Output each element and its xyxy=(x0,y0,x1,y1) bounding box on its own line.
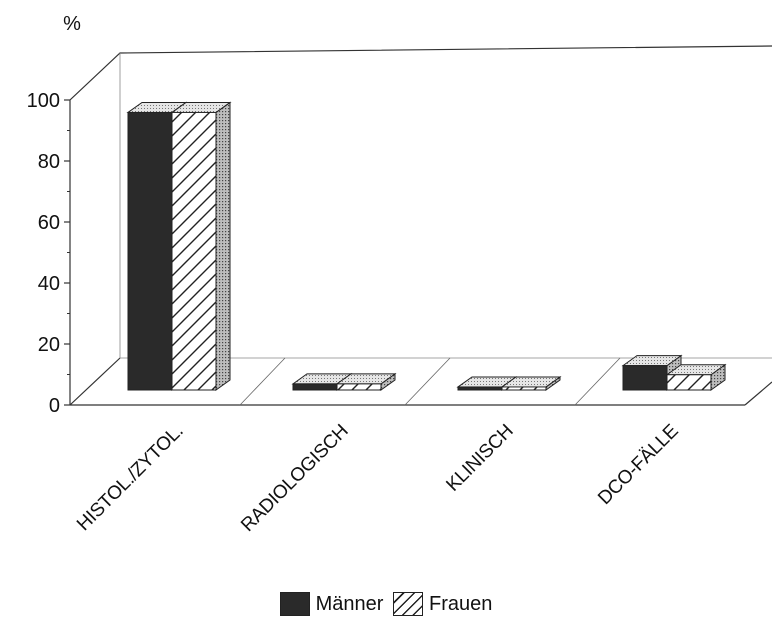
bars xyxy=(126,101,727,391)
floor-divider xyxy=(574,357,621,406)
bar-front xyxy=(171,111,217,391)
legend-item-men: Männer xyxy=(279,592,384,616)
floor-front-edge xyxy=(69,357,745,406)
y-tick-label: 80 xyxy=(38,151,60,173)
floor-divider xyxy=(239,357,286,406)
category-label: KLINISCH xyxy=(442,421,517,496)
bar-front xyxy=(292,383,338,391)
bar-frauen xyxy=(335,372,397,391)
y-tick-label: 0 xyxy=(49,395,60,417)
axes xyxy=(64,45,772,406)
floor-right-edge xyxy=(744,381,772,406)
bar-frauen xyxy=(665,363,727,391)
legend-item-women: Frauen xyxy=(393,592,492,616)
bar-front xyxy=(336,383,382,391)
category-label: HISTOL./ZYTOL. xyxy=(73,421,187,535)
y-tick-label: 40 xyxy=(38,273,60,295)
bar-front xyxy=(127,111,173,391)
bar-front xyxy=(501,386,547,391)
legend-label-men: Männer xyxy=(315,592,384,615)
category-label: DCO-FÄLLE xyxy=(594,421,682,509)
bar-front xyxy=(622,365,668,391)
bar-front xyxy=(666,374,712,391)
bar-chart: 0 20 40 60 80 100% HISTOL./ZYTOL. RADIOLOGISCH K… xyxy=(27,13,772,536)
y-tick-label: 60 xyxy=(38,212,60,234)
legend-swatch-women xyxy=(393,592,423,616)
labels: 0 20 40 60 80 100% HISTOL./ZYTOL. RADIOLOGISCH K… xyxy=(27,13,683,536)
bar-side xyxy=(215,101,231,391)
legend: Männer Frauen xyxy=(0,592,772,622)
bar-maenner xyxy=(621,354,683,391)
bar-frauen xyxy=(500,375,562,391)
bar-front xyxy=(457,386,503,391)
y-tick-label: 100 xyxy=(27,90,60,112)
y-unit-label: % xyxy=(63,13,81,35)
category-label: RADIOLOGISCH xyxy=(237,421,352,536)
bar-frauen xyxy=(170,101,232,391)
legend-label-women: Frauen xyxy=(429,592,493,615)
y-tick-label: 20 xyxy=(38,334,60,356)
legend-swatch-men xyxy=(279,592,310,616)
floor-divider xyxy=(404,357,451,406)
